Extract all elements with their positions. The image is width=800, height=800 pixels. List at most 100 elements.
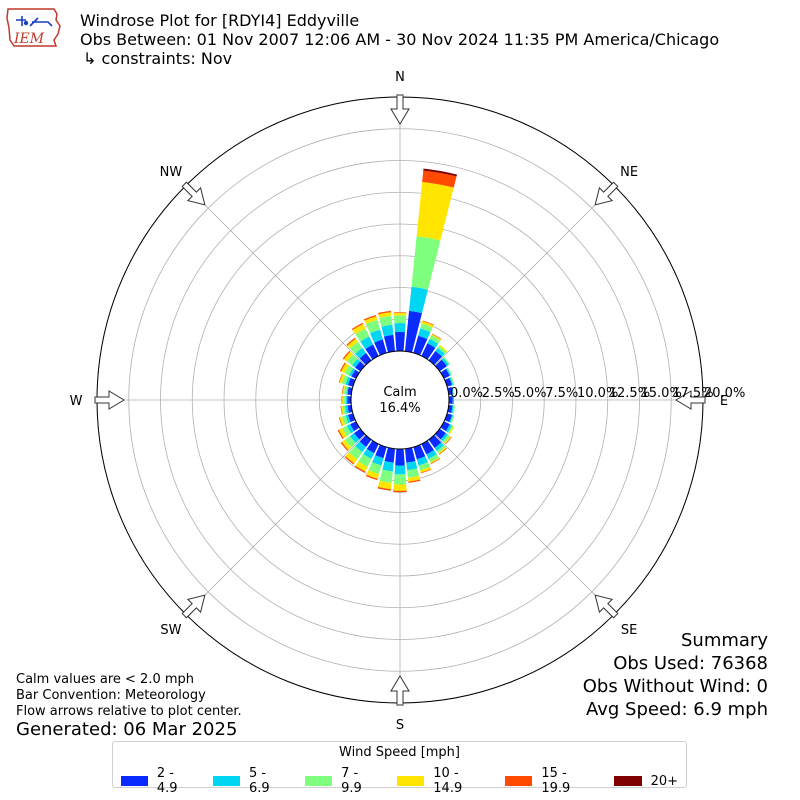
flow-note: Flow arrows relative to plot center. — [16, 704, 242, 719]
windrose-bar-segment — [346, 337, 356, 346]
windrose-bar-segment — [416, 181, 454, 241]
windrose-bar-segment — [383, 334, 396, 353]
legend: Wind Speed [mph] 2 - 4.9 5 - 6.9 7 - 9.9 10… — [112, 741, 687, 796]
windrose-bar-segment — [372, 455, 384, 466]
windrose-bar-segment — [421, 440, 434, 455]
windrose-bar-segment — [426, 449, 437, 459]
windrose-bar-segment — [404, 310, 422, 353]
legend-label: 20+ — [650, 773, 678, 789]
windrose-bar-segment — [339, 362, 346, 372]
windrose-bar-segment — [343, 351, 354, 362]
windrose-bar-segment — [378, 312, 392, 319]
windrose-bar-segment — [365, 319, 381, 334]
windrose-bar-segment — [394, 323, 406, 333]
title-block: Windrose Plot for [RDYI4] Eddyville Obs B… — [80, 11, 719, 68]
windrose-bar-segment — [445, 368, 451, 376]
windrose-bar-segment — [341, 405, 344, 415]
radial-tick-label: 20.0% — [704, 386, 745, 401]
windrose-bar-segment — [339, 416, 345, 426]
windrose-bar-segment — [338, 373, 343, 383]
windrose-bar-segment — [345, 376, 351, 386]
direction-arrow-icon — [181, 594, 206, 619]
summary-obs-without-wind: Obs Without Wind: 0 — [582, 676, 768, 697]
windrose-bar-segment — [428, 350, 443, 365]
windrose-bar-segment — [341, 363, 349, 374]
windrose-bar-segment — [395, 448, 405, 466]
windrose-bar-segment — [346, 354, 358, 366]
svg-text:IEM: IEM — [13, 31, 45, 47]
legend-swatch — [397, 776, 425, 786]
direction-label: NE — [620, 165, 638, 180]
windrose-bar-segment — [448, 425, 455, 434]
grid-spoke — [185, 434, 366, 615]
windrose-bar-segment — [355, 441, 367, 453]
windrose-bar-segment — [450, 415, 455, 424]
direction-arrow-icon — [181, 181, 206, 206]
direction-label: SE — [621, 623, 637, 638]
windrose-bar-segment — [344, 436, 356, 448]
windrose-bar-segment — [349, 368, 356, 377]
windrose-bar-segment — [352, 358, 361, 368]
windrose-bar-segment — [416, 456, 428, 466]
radial-tick-label: 0.0% — [450, 386, 483, 401]
windrose-bar-segment — [437, 345, 447, 354]
legend-item: 7 - 9.9 — [305, 766, 381, 796]
windrose-bar-segment — [395, 331, 405, 352]
windrose-bar-segment — [363, 448, 375, 459]
windrose-bar-segment — [451, 386, 454, 395]
windrose-bar-segment — [337, 429, 344, 439]
windrose-bar-segment — [393, 490, 407, 493]
direction-label: SW — [160, 623, 181, 638]
grid-spoke — [434, 434, 615, 615]
windrose-bar-segment — [448, 396, 453, 404]
windrose-bar-segment — [338, 427, 347, 439]
windrose-bar-segment — [355, 328, 370, 342]
windrose-bar-segment — [434, 442, 444, 452]
windrose-bar-segment — [393, 315, 407, 324]
direction-label: E — [720, 394, 728, 409]
windrose-bar-segment — [427, 338, 439, 348]
windrose-bar-segment — [435, 347, 445, 357]
windrose-bar-segment — [345, 452, 358, 464]
windrose-bar-segment — [342, 385, 346, 395]
chart-constraints: ↳ constraints: Nov — [83, 49, 233, 68]
legend-item: 2 - 4.9 — [121, 766, 197, 796]
windrose-bar-segment — [346, 386, 349, 395]
windrose-bar-segment — [342, 405, 347, 415]
grid-spoke — [185, 185, 366, 366]
windrose-bar-segment — [450, 376, 455, 385]
windrose-bar-segment — [423, 168, 458, 177]
windrose-bar-segment — [341, 395, 343, 405]
windrose-bar-segment — [407, 468, 420, 478]
windrose-bar-segment — [365, 474, 378, 481]
windrose-bars — [337, 168, 458, 493]
legend-label: 2 - 4.9 — [156, 766, 178, 796]
direction-arrow-icon — [94, 390, 125, 410]
windrose-bar-segment — [344, 365, 354, 376]
windrose-bar-segment — [429, 335, 441, 344]
chart-title: Windrose Plot for [RDYI4] Eddyville — [80, 11, 360, 30]
windrose-bar-segment — [341, 385, 344, 395]
windrose-bar-segment — [441, 357, 450, 367]
windrose-bar-segment — [365, 344, 379, 360]
windrose-bar-segment — [445, 436, 452, 445]
windrose-bar-segment — [345, 414, 351, 424]
iowa-map-icon: IEM — [6, 8, 61, 47]
windrose-bar-segment — [420, 469, 432, 474]
direction-arrow-icon — [594, 181, 619, 206]
windrose-bar-segment — [366, 470, 380, 479]
legend-swatch — [213, 776, 241, 786]
windrose-bar-segment — [404, 447, 416, 463]
windrose-bar-segment — [379, 469, 393, 483]
iem-logo: IEM — [4, 6, 62, 50]
windrose-bar-segment — [430, 457, 440, 464]
windrose-bar-segment — [340, 442, 349, 451]
summary-title: Summary — [681, 630, 768, 651]
windrose-bar-segment — [449, 414, 454, 423]
windrose-bar-segment — [346, 424, 355, 434]
radial-tick-label: 15.0% — [641, 386, 682, 401]
windrose-bar-segment — [349, 341, 363, 354]
windrose-bar-segment — [363, 314, 377, 321]
radial-tick-labels: 0.0%2.5%5.0%7.5%10.0%12.5%15.0%17.5%20.0… — [450, 386, 745, 401]
windrose-bar-segment — [344, 405, 349, 414]
